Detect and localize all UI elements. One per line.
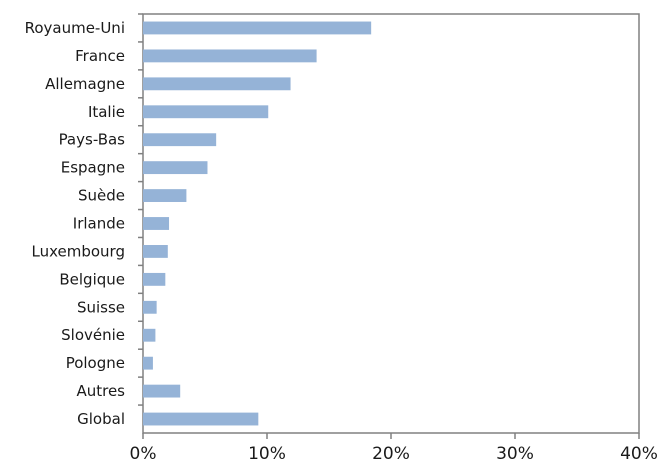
x-tick-label: 20%: [372, 444, 410, 464]
bar-autres: [143, 384, 181, 398]
category-label-luxembourg: Luxembourg: [32, 242, 126, 260]
category-label-royaume-uni: Royaume-Uni: [25, 19, 125, 37]
bars-group: [143, 21, 372, 426]
category-label-pays-bas: Pays-Bas: [59, 131, 126, 149]
category-label-global: Global: [77, 410, 125, 428]
category-labels: Royaume-Uni France Allemagne Italie Pays-Bas…: [25, 13, 143, 428]
category-label-pologne: Pologne: [66, 354, 125, 372]
bar-pologne: [143, 356, 153, 370]
bar-italie: [143, 105, 269, 119]
bar-royaume-uni: [143, 21, 372, 35]
bar-espagne: [143, 161, 208, 175]
x-axis: 0% 10% 20% 30% 40%: [130, 433, 658, 464]
bar-suisse: [143, 300, 157, 314]
category-label-slovenie: Slovénie: [61, 326, 125, 344]
category-label-suisse: Suisse: [77, 298, 125, 316]
category-label-irlande: Irlande: [73, 215, 125, 233]
category-label-suede: Suède: [78, 187, 125, 205]
x-tick-label: 0%: [130, 444, 157, 464]
category-label-france: France: [75, 47, 125, 65]
category-label-belgique: Belgique: [59, 270, 125, 288]
bar-france: [143, 49, 317, 63]
bar-irlande: [143, 217, 170, 230]
category-label-espagne: Espagne: [61, 159, 125, 177]
bar-pays-bas: [143, 133, 217, 147]
category-label-autres: Autres: [76, 382, 125, 400]
bar-suede: [143, 189, 187, 202]
bar-luxembourg: [143, 245, 168, 258]
bar-allemagne: [143, 77, 291, 91]
bar-belgique: [143, 272, 166, 286]
x-tick-label: 40%: [620, 444, 658, 464]
category-label-italie: Italie: [88, 103, 125, 121]
bar-global: [143, 412, 259, 426]
x-tick-label: 10%: [248, 444, 286, 464]
bar-slovenie: [143, 328, 156, 342]
x-tick-label: 30%: [496, 444, 534, 464]
category-label-allemagne: Allemagne: [45, 75, 125, 93]
plot-frame: [142, 13, 640, 434]
